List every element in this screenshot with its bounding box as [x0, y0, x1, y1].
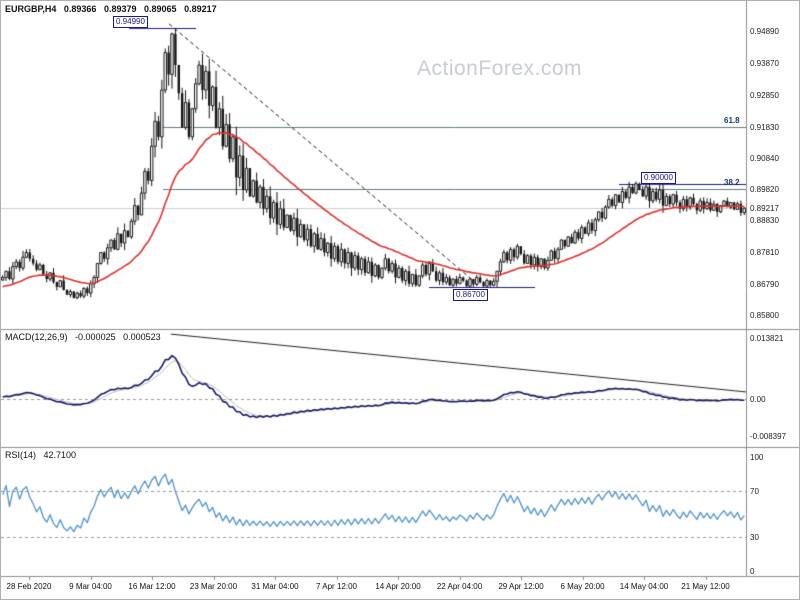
macd-value-main: -0.000025	[75, 332, 116, 342]
rsi-value: 42.7100	[43, 450, 77, 460]
ohlc-close: 0.89217	[184, 4, 217, 14]
x-axis-label: 7 Apr 12:00	[316, 582, 357, 591]
price-axis-label: 0.92850	[750, 91, 779, 100]
symbol-timeframe: EURGBP,H4	[5, 4, 57, 14]
price-axis-label: 0.85800	[750, 311, 779, 320]
chart-header: EURGBP,H4 0.89366 0.89379 0.89065 0.8921…	[5, 4, 222, 14]
price-axis-label: 0.91830	[750, 123, 779, 132]
fib-level-61-8: 61.8	[724, 116, 740, 125]
macd-axis-label: -0.008397	[750, 432, 787, 441]
x-axis-label: 23 Mar 20:00	[189, 582, 238, 591]
x-axis-label: 22 Apr 04:00	[436, 582, 483, 591]
x-axis-label: 6 May 20:00	[560, 582, 605, 591]
price-axis-label: 0.93870	[750, 59, 779, 68]
ohlc-low: 0.89065	[144, 4, 177, 14]
price-axis-label: 0.88830	[750, 216, 779, 225]
ohlc-open: 0.89366	[63, 4, 97, 14]
price-axis-label: 0.87810	[750, 248, 779, 257]
rsi-name: RSI(14)	[5, 450, 37, 460]
price-axis-label: 0.89820	[750, 185, 779, 194]
ohlc-high: 0.89379	[103, 4, 137, 14]
x-axis-label: 28 Feb 2020	[6, 582, 52, 591]
x-axis-label: 21 May 12:00	[681, 582, 730, 591]
x-axis-label: 29 Apr 12:00	[498, 582, 544, 591]
current-price-label: 0.89217	[750, 204, 779, 213]
x-axis-label: 14 May 04:00	[619, 582, 669, 591]
macd-axis-label: 0.00	[750, 395, 766, 404]
x-axis-label: 16 Mar 12:00	[128, 582, 176, 591]
fib-level-38-2: 38.2	[724, 178, 740, 187]
macd-name: MACD(12,26,9)	[5, 332, 68, 342]
macd-value-signal: 0.000523	[123, 332, 161, 342]
macd-axis-label: 0.013821	[750, 334, 784, 343]
x-axis-label: 9 Mar 04:00	[69, 582, 112, 591]
rsi-axis-label: 0	[750, 567, 755, 576]
price-axis-label: 0.94890	[750, 27, 779, 36]
x-axis-label: 31 Mar 04:00	[251, 582, 299, 591]
x-axis-label: 14 Apr 20:00	[375, 582, 421, 591]
price-axis-label: 0.90840	[750, 154, 779, 163]
rsi-axis-label: 70	[750, 487, 759, 496]
rsi-axis-label: 100	[750, 453, 764, 462]
price-marker-high: 0.94990	[113, 16, 148, 28]
price-axis-label: 0.86790	[750, 280, 779, 289]
rsi-header: RSI(14) 42.7100	[5, 450, 81, 460]
rsi-axis-label: 30	[750, 533, 759, 542]
price-marker-low: 0.86700	[453, 289, 488, 301]
price-marker-round: 0.90000	[641, 172, 676, 184]
macd-header: MACD(12,26,9) -0.000025 0.000523	[5, 332, 166, 342]
